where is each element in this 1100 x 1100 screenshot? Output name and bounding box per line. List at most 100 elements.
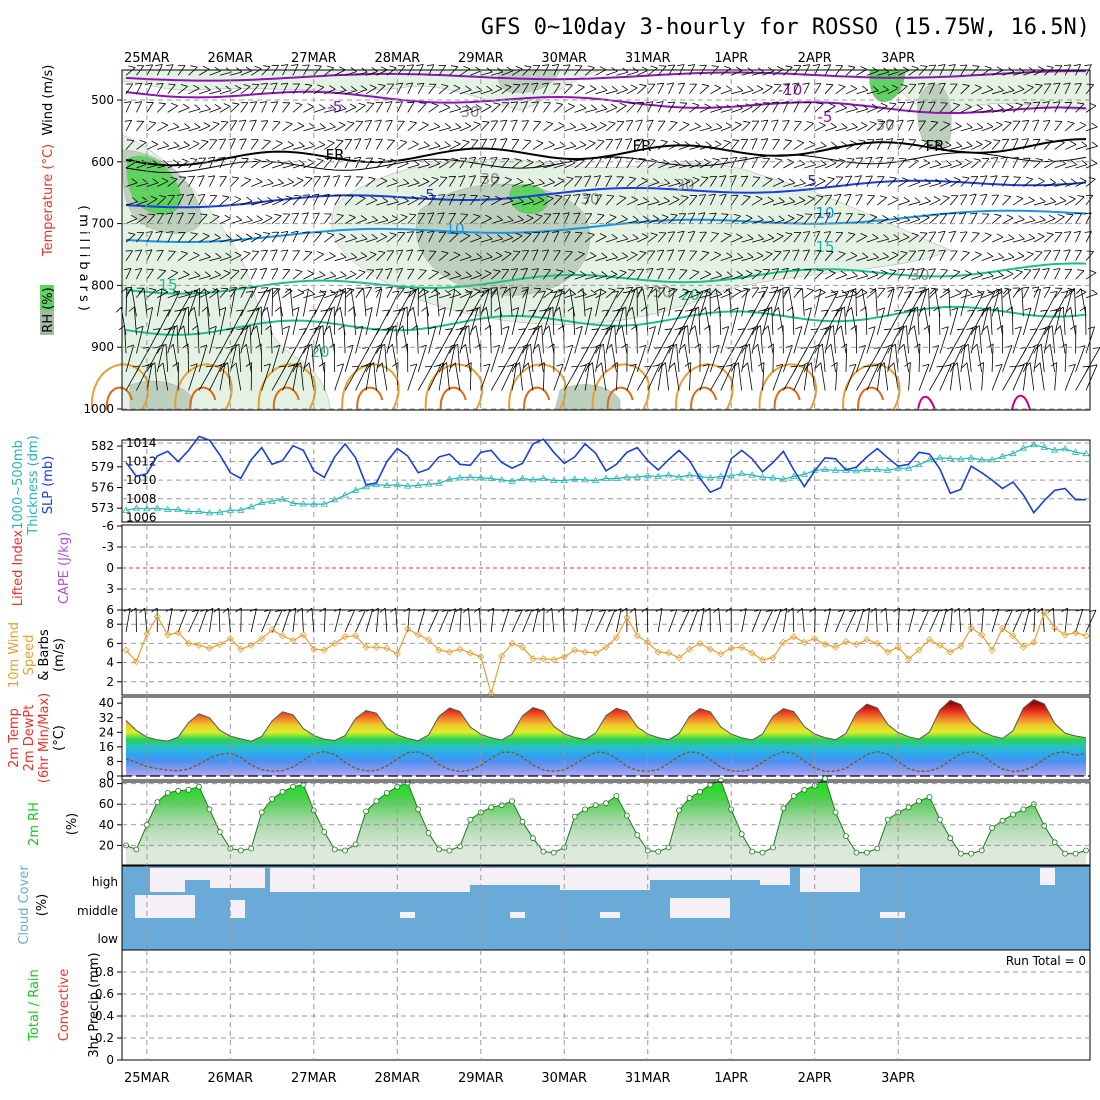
- wind-barb-flag: [711, 232, 719, 234]
- wind-barb-flag: [173, 122, 180, 128]
- wind-barb: [1002, 90, 1015, 95]
- wind-barb-flag: [709, 212, 717, 215]
- wind-barb: [647, 83, 656, 95]
- wind-barb: [783, 161, 795, 169]
- wind-barb: [261, 363, 271, 391]
- wind-barb: [428, 84, 437, 95]
- wind-barb-flag: [986, 289, 994, 294]
- wind10-speed-point: [790, 633, 798, 641]
- wind10-speed-point: [174, 629, 182, 637]
- panel-vertical-label: SLP (mb): [41, 456, 56, 515]
- temp-axis-tick-label: 40: [99, 696, 114, 710]
- wind10-barb: [689, 609, 699, 633]
- wind10-speed-point: [383, 644, 391, 652]
- wind-barb-flag: [900, 250, 908, 254]
- wind10-barb: [1033, 607, 1036, 633]
- wind-barb: [230, 157, 237, 169]
- wind-barb: [971, 127, 983, 132]
- wind-barb: [1085, 178, 1096, 187]
- wind-barb: [324, 108, 336, 113]
- wind-barb-flag: [409, 121, 417, 124]
- wind-barb: [949, 212, 957, 224]
- wind-barb-flag: [933, 196, 941, 201]
- wind-barb: [407, 231, 415, 243]
- wind10-speed-point: [1009, 632, 1017, 640]
- wind-barb: [386, 67, 397, 76]
- wind10-speed-point: [393, 650, 401, 658]
- wind-barb-flag: [619, 195, 627, 199]
- wind-barb: [511, 119, 518, 132]
- wind10-barb: [949, 608, 953, 633]
- wind-barb-flag: [977, 122, 984, 129]
- wind-barb: [319, 344, 325, 372]
- wind-barb-flag: [204, 104, 211, 110]
- wind-barb-flag: [1067, 121, 1075, 124]
- wind-barb-flag: [962, 250, 970, 253]
- wind-barb-flag: [776, 232, 784, 237]
- wind-barb: [532, 121, 542, 132]
- wind-barb-flag: [552, 212, 560, 215]
- wind-barb: [313, 232, 322, 243]
- wind-barb: [731, 124, 742, 132]
- slp-tick-label: 1014: [126, 436, 157, 450]
- wind-barb: [898, 200, 910, 206]
- wind10-barb-flag: [165, 608, 173, 612]
- wind10-speed-point: [1061, 631, 1069, 639]
- wind-barb: [480, 71, 493, 76]
- wind-barb-flag: [500, 138, 508, 141]
- wind-barb: [699, 194, 707, 206]
- wind-barb: [146, 268, 154, 280]
- wind-barb-flag: [938, 64, 946, 67]
- wind-barb-flag: [563, 64, 571, 66]
- wind-barb: [595, 309, 609, 336]
- wind-barb: [876, 176, 885, 187]
- wind-barb-flag: [851, 104, 858, 110]
- wind10-barb: [918, 609, 929, 633]
- wind-barb: [198, 89, 211, 95]
- wind-barb-flag: [541, 249, 549, 252]
- wind-barb: [877, 71, 890, 76]
- wind-barb-flag: [508, 347, 516, 349]
- wind-barb-flag: [727, 347, 735, 349]
- wind-barb-flag: [155, 288, 163, 293]
- wind-barb: [636, 325, 638, 354]
- wind-barb: [929, 268, 936, 280]
- wind-barb-flag: [992, 307, 998, 313]
- wind-barb: [261, 287, 269, 298]
- wind-barb-flag: [700, 307, 706, 313]
- wind-barb: [967, 344, 972, 372]
- wind-barb: [584, 362, 590, 391]
- wind-barb: [835, 274, 847, 280]
- wind-barb-flag: [935, 178, 942, 184]
- lifted-index-axis-tick-label: 3: [106, 582, 114, 596]
- rh2m-point: [1051, 839, 1058, 846]
- wind-barb-flag: [364, 286, 372, 289]
- wind-barb: [616, 272, 627, 280]
- thickness-point: [915, 460, 923, 468]
- wind-barb: [897, 252, 908, 261]
- wind-barb: [1012, 138, 1019, 150]
- wind-barb-flag: [672, 196, 680, 200]
- wind-barb: [626, 219, 639, 224]
- wind-barb-flag: [190, 65, 198, 68]
- wind-barb: [396, 268, 403, 280]
- wind-barb: [595, 214, 605, 224]
- wind-barb-flag: [569, 122, 576, 128]
- rh-panel-frame: [121, 781, 1091, 866]
- wind-barb-flag: [928, 268, 936, 270]
- wind-barb-flag: [606, 195, 614, 197]
- wind-barb: [407, 198, 419, 206]
- wind10-barb: [365, 608, 374, 633]
- wind10-barb-flag: [939, 608, 947, 612]
- wind-barb: [454, 362, 461, 391]
- wind-barb-flag: [285, 121, 293, 125]
- wind-barb: [282, 197, 293, 206]
- wind-barb: [178, 294, 190, 299]
- wind-barb: [178, 274, 190, 280]
- wind-barb: [501, 286, 508, 298]
- wind-barb: [574, 274, 587, 280]
- wind-barb: [365, 362, 372, 391]
- wind-barb: [156, 328, 171, 354]
- wind-barb: [449, 328, 463, 354]
- wind-barb: [167, 126, 180, 132]
